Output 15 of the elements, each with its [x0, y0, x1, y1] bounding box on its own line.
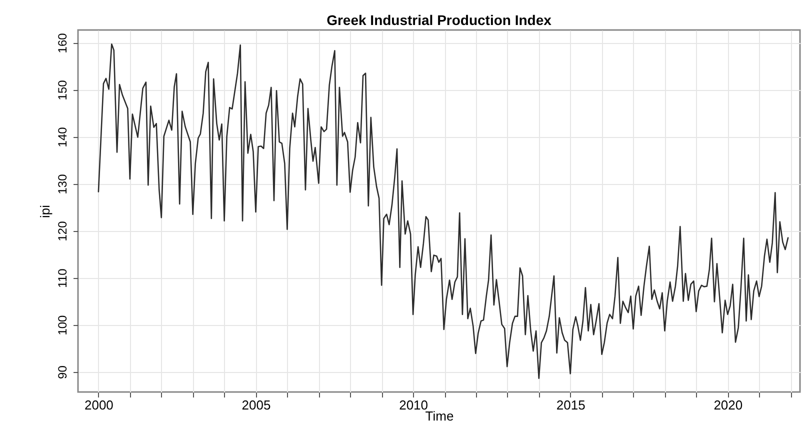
- y-tick-label: 110: [56, 268, 70, 288]
- y-tick-label: 100: [56, 314, 70, 336]
- chart-title: Greek Industrial Production Index: [326, 12, 552, 28]
- line-series: [98, 43, 789, 380]
- x-tick-label: 2015: [556, 398, 586, 412]
- y-axis-title: ipi: [38, 204, 52, 218]
- x-tick-label: 2020: [714, 398, 743, 412]
- y-tick-label: 160: [56, 32, 70, 54]
- x-tick-label: 2005: [242, 398, 271, 412]
- y-tick-label: 90: [56, 365, 70, 379]
- y-tick-label: 120: [56, 220, 70, 242]
- y-tick-label: 140: [56, 126, 70, 148]
- x-tick-label: 2000: [84, 398, 114, 412]
- y-tick-label: 130: [56, 174, 70, 194]
- y-tick-label: 150: [56, 80, 70, 100]
